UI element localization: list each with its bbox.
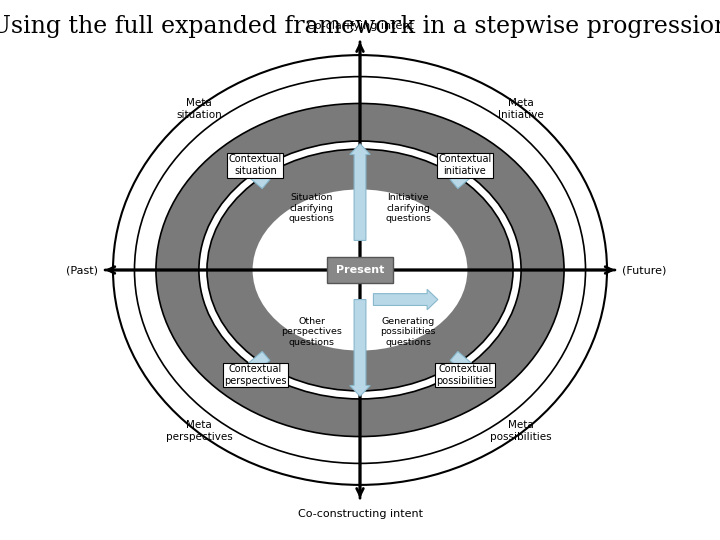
Text: (Past): (Past) [66,265,99,275]
Text: Meta
perspectives: Meta perspectives [166,420,233,442]
Ellipse shape [135,77,585,463]
FancyArrow shape [374,289,438,310]
Text: Using the full expanded framework in a stepwise progression: Using the full expanded framework in a s… [0,15,720,38]
Ellipse shape [113,55,607,485]
FancyArrow shape [450,352,489,386]
Ellipse shape [207,149,513,391]
Text: Co-constructing intent: Co-constructing intent [297,509,423,519]
FancyArrow shape [231,352,270,386]
FancyArrow shape [350,144,370,240]
Ellipse shape [253,190,467,350]
FancyArrow shape [350,300,370,396]
Text: Situation
clarifying
questions: Situation clarifying questions [289,193,335,223]
Text: (Future): (Future) [621,265,666,275]
Text: Other
perspectives
questions: Other perspectives questions [282,317,342,347]
Text: Initiative
clarifying
questions: Initiative clarifying questions [385,193,431,223]
Text: Generating
possibilities
questions: Generating possibilities questions [381,317,436,347]
Text: Meta
Initiative: Meta Initiative [498,98,544,120]
FancyBboxPatch shape [327,257,393,283]
Ellipse shape [156,104,564,436]
Text: Co-clarifying intent: Co-clarifying intent [307,21,413,31]
Text: Contextual
situation: Contextual situation [229,154,282,176]
Text: Present: Present [336,265,384,275]
FancyArrow shape [231,154,270,188]
Text: Contextual
possibilities: Contextual possibilities [436,364,493,386]
Ellipse shape [199,141,521,399]
Text: Meta
possibilities: Meta possibilities [490,420,552,442]
Text: Contextual
initiative: Contextual initiative [438,154,491,176]
Text: Meta
situation: Meta situation [176,98,222,120]
FancyArrow shape [450,154,489,188]
Text: Contextual
perspectives: Contextual perspectives [224,364,287,386]
